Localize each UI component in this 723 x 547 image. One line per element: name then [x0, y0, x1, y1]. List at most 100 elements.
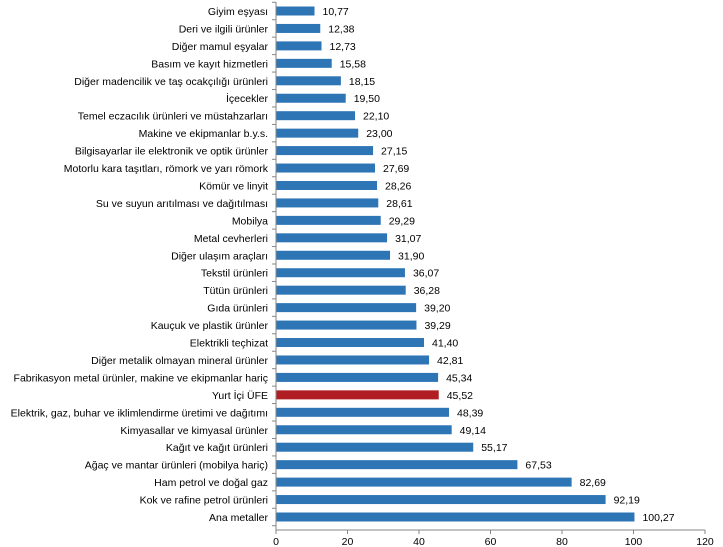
x-tick-label: 100 [625, 536, 643, 547]
value-label: 27,15 [381, 146, 407, 158]
value-label: 28,61 [386, 198, 412, 210]
category-label: Motorlu kara taşıtları, römork ve yarı r… [64, 163, 269, 175]
bar [276, 180, 378, 190]
category-label: Diğer mamul eşyalar [172, 41, 269, 53]
value-label: 22,10 [363, 111, 389, 123]
bar [276, 477, 572, 487]
category-label: Basım ve kayıt hizmetleri [151, 58, 268, 70]
value-label: 18,15 [349, 76, 375, 88]
bar [276, 338, 425, 348]
value-label: 92,19 [614, 495, 640, 507]
value-label: 15,58 [340, 58, 366, 70]
value-label: 19,50 [354, 93, 380, 105]
value-label: 12,73 [330, 41, 356, 53]
axes: 0 20 40 60 80 100 120 [272, 1, 714, 547]
bar [276, 146, 374, 156]
bar [276, 93, 346, 103]
bar [276, 215, 381, 225]
x-tick-label: 120 [696, 536, 714, 547]
bar [276, 407, 449, 417]
category-label: Fabrikasyon metal ürünler, makine ve eki… [14, 372, 268, 384]
category-label: Makine ve ekipmanlar b.y.s. [139, 128, 268, 140]
bar [276, 372, 439, 382]
category-label: Elektrikli teçhizat [190, 338, 268, 350]
category-label: Diğer madencilik ve taş ocakçılığı ürünl… [74, 76, 268, 88]
category-label: Gıda ürünleri [207, 303, 268, 315]
bar [276, 250, 391, 260]
value-label: 29,29 [389, 215, 415, 227]
category-label: Su ve suyun arıtılması ve dağıtılması [96, 198, 268, 210]
bar [276, 495, 606, 505]
x-tick-label: 60 [485, 536, 497, 547]
bar [276, 41, 322, 51]
value-label: 82,69 [580, 477, 606, 489]
bar [276, 23, 321, 33]
bar [276, 58, 332, 68]
category-label: Yurt İçi ÜFE [212, 389, 268, 402]
x-tick-label: 80 [556, 536, 568, 547]
value-label: 100,27 [642, 512, 674, 524]
value-label: 48,39 [457, 407, 483, 419]
value-label: 10,77 [323, 6, 349, 18]
value-label: 42,81 [437, 355, 463, 367]
bar [276, 233, 388, 243]
category-label: Kömür ve linyit [199, 180, 268, 192]
value-label: 28,26 [385, 180, 411, 192]
bar [276, 320, 417, 330]
value-label: 39,29 [424, 320, 450, 332]
category-label: Tütün ürünleri [203, 285, 268, 297]
bar [276, 198, 379, 208]
value-label: 36,28 [414, 285, 440, 297]
category-label: Temel eczacılık ürünleri ve müstahzarlar… [78, 111, 268, 123]
bar [276, 442, 474, 452]
value-label: 12,38 [328, 23, 354, 35]
x-tick-label: 20 [342, 536, 354, 547]
value-label: 41,40 [432, 338, 458, 350]
bar [276, 128, 359, 138]
category-label: Tekstil ürünleri [201, 268, 268, 280]
category-label: Bilgisayarlar ile elektronik ve optik ür… [75, 146, 269, 158]
bar [276, 425, 452, 435]
category-label: Kok ve rafine petrol ürünleri [140, 495, 268, 507]
category-label: Kağıt ve kağıt ürünleri [166, 442, 268, 454]
value-label: 36,07 [413, 268, 439, 280]
value-label: 31,07 [395, 233, 421, 245]
value-label: 45,52 [447, 390, 473, 402]
bar [276, 303, 417, 313]
bar [276, 512, 635, 522]
bar [276, 268, 405, 278]
bar [276, 76, 341, 86]
value-label: 39,20 [424, 303, 450, 315]
value-label: 55,17 [481, 442, 507, 454]
bar [276, 460, 518, 470]
bar [276, 163, 375, 173]
category-label: Deri ve ilgili ürünler [179, 23, 269, 35]
category-label: Ham petrol ve doğal gaz [154, 477, 268, 489]
category-label: Mobilya [232, 215, 268, 227]
value-label: 49,14 [460, 425, 486, 437]
bar [276, 285, 406, 295]
category-label: Kauçuk ve plastik ürünler [151, 320, 269, 332]
category-label: Giyim eşyası [208, 6, 268, 18]
category-label: Kimyasallar ve kimyasal ürünler [120, 425, 268, 437]
x-tick-label: 0 [273, 536, 279, 547]
category-label: Diğer metalik olmayan mineral ürünler [91, 355, 268, 367]
highlight-bar [276, 390, 439, 400]
value-label: 31,90 [398, 250, 424, 262]
category-label: Ana metaller [209, 512, 268, 524]
category-label: Ağaç ve mantar ürünleri (mobilya hariç) [85, 460, 268, 472]
value-label: 27,69 [383, 163, 409, 175]
value-label: 67,53 [525, 460, 551, 472]
category-label: Diğer ulaşım araçları [171, 250, 268, 262]
category-label: Elektrik, gaz, buhar ve iklimlendirme ür… [11, 407, 268, 419]
bar [276, 6, 315, 16]
value-label: 45,34 [446, 372, 472, 384]
category-label: İçecekler [226, 92, 269, 105]
category-label: Metal cevherleri [194, 233, 268, 245]
bar [276, 111, 356, 121]
bars: Giyim eşyası 10,77 Deri ve ilgili ürünler 1… [11, 6, 675, 524]
bar [276, 355, 430, 365]
x-tick-label: 40 [413, 536, 425, 547]
value-label: 23,00 [366, 128, 392, 140]
